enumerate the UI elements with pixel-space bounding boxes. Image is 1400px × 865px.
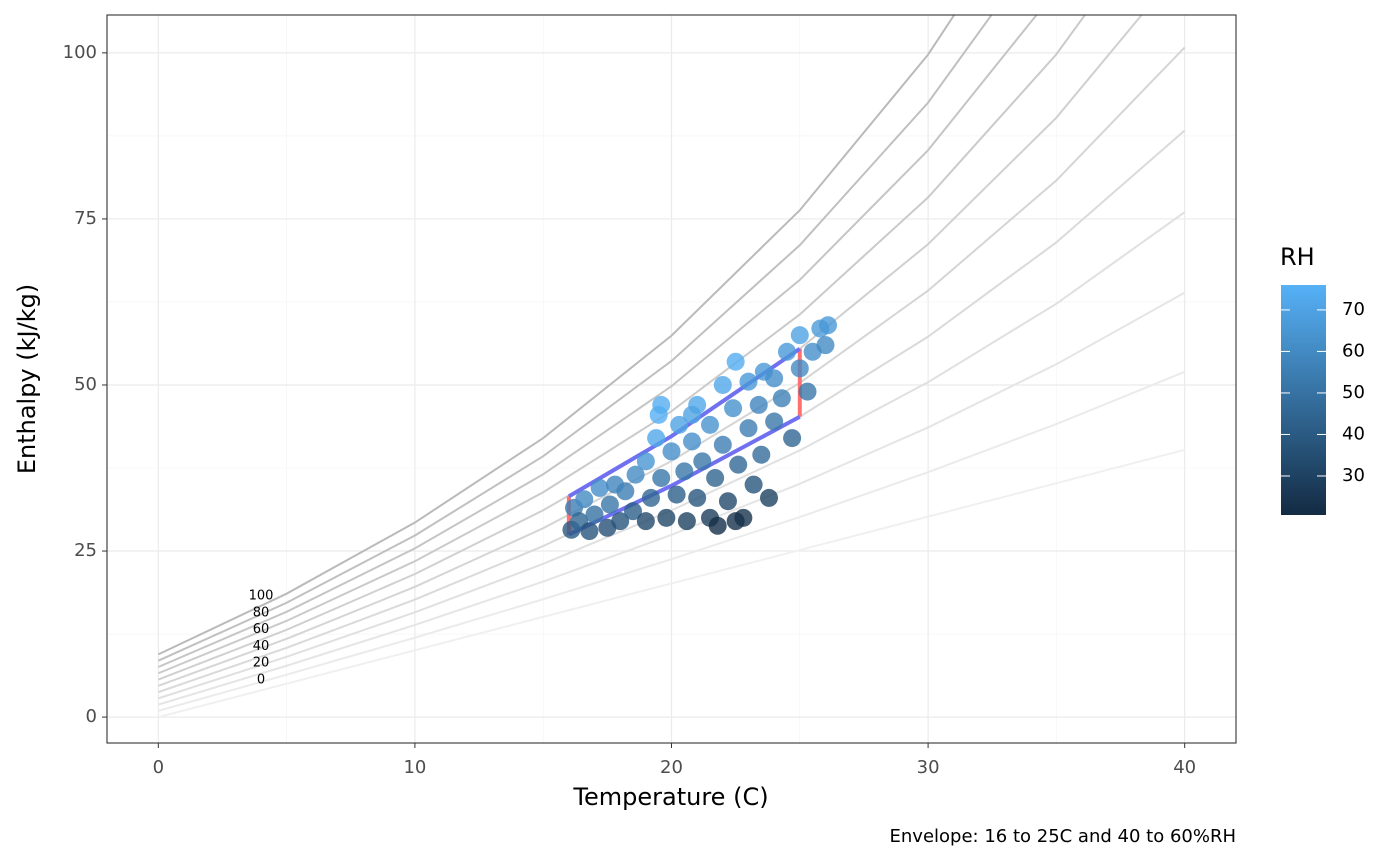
data-point [657,508,676,527]
data-point [706,468,725,487]
x-tick-label: 10 [403,757,426,778]
rh-curve [158,448,1185,719]
data-point [765,369,784,388]
data-point [729,455,748,474]
legend-title: RH [1280,243,1315,271]
curve-label: 0 [257,673,265,688]
data-point [718,492,737,511]
data-point [636,452,655,471]
data-point [739,372,758,391]
data-point [624,502,643,521]
data-point [816,336,835,355]
data-point [700,415,719,434]
y-tick-label: 75 [74,208,97,229]
data-point [670,415,689,434]
data-point [580,522,599,541]
caption: Envelope: 16 to 25C and 40 to 60%RH [890,826,1236,847]
rh-curve [157,15,993,662]
data-point [760,488,779,507]
y-axis-title: Enthalpy (kJ/kg) [13,284,41,474]
data-point [611,512,630,531]
colorbar-label: 50 [1342,382,1365,403]
envelope-line [567,347,801,499]
x-tick-label: 40 [1173,757,1196,778]
data-point [708,516,727,535]
y-tick-label: 0 [86,706,97,727]
data-point [726,352,745,371]
colorbar-label: 30 [1342,465,1365,486]
y-tick-label: 50 [74,374,97,395]
rh-curve [157,46,1186,687]
x-tick-label: 30 [917,757,940,778]
data-point [675,462,694,481]
data-point [726,512,745,531]
data-point [749,395,768,414]
data-point [713,375,732,394]
data-point [606,475,625,494]
curve-label: 40 [253,639,270,654]
colorbar-label: 40 [1342,423,1365,444]
data-point [636,512,655,531]
rh-curve [157,15,956,656]
data-point [575,490,594,509]
rh-curve [157,15,1038,668]
data-point [744,475,763,494]
y-tick-label: 25 [74,540,97,561]
data-point [647,429,666,448]
data-point [765,412,784,431]
data-point [739,419,758,438]
data-point [752,445,771,464]
data-point [790,326,809,345]
colorbar-label: 60 [1342,340,1365,361]
data-point [652,395,671,414]
curve-label: 80 [253,605,270,620]
rh-curve [158,211,1186,700]
envelope-line [568,414,801,537]
data-point [683,405,702,424]
data-point [641,488,660,507]
curve-label: 20 [253,656,270,671]
data-point [652,468,671,487]
data-point [683,432,702,451]
rh-curve [158,370,1186,712]
data-point [626,465,645,484]
x-axis-title: Temperature (C) [572,783,768,811]
data-point [772,389,791,408]
data-point [724,399,743,418]
rh-curve [157,15,1087,675]
data-point [667,485,686,504]
data-point [600,495,619,514]
data-point [819,316,838,335]
rh-curve [158,291,1186,706]
data-point [585,505,604,524]
data-point [783,429,802,448]
data-point [713,435,732,454]
y-tick-label: 100 [63,42,97,63]
data-point [677,512,696,531]
data-point [790,359,809,378]
x-tick-label: 0 [153,757,164,778]
data-point [590,478,609,497]
colorbar-label: 70 [1342,299,1365,320]
data-point [798,382,817,401]
data-point [662,442,681,461]
data-point [693,452,712,471]
curve-label: 100 [249,589,274,604]
colorbar [1281,285,1326,515]
curve-label: 60 [253,622,270,637]
data-point [688,488,707,507]
data-point [777,342,796,361]
x-tick-label: 20 [660,757,683,778]
